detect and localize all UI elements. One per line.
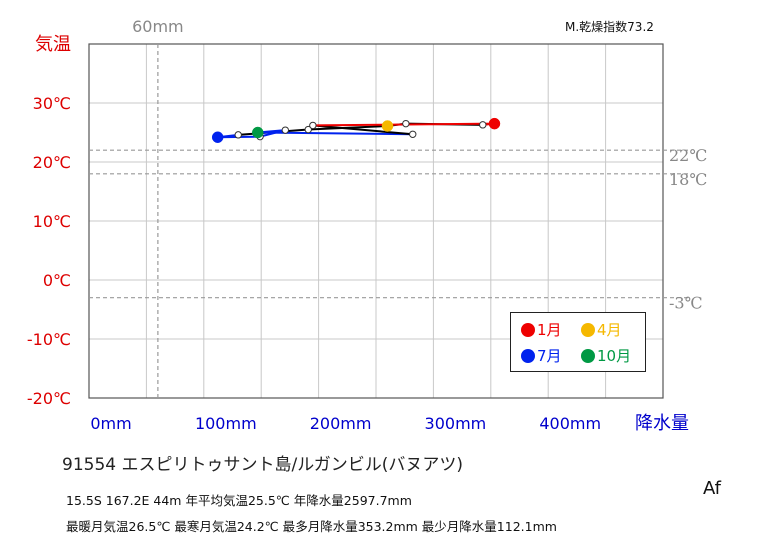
station-stats-2: 最暖月気温26.5℃ 最寒月気温24.2℃ 最多月降水量353.2mm 最少月降… — [66, 519, 557, 534]
x-tick-label: 200mm — [310, 414, 372, 433]
legend-swatch — [521, 349, 535, 363]
dryness-index: M.乾燥指数73.2 — [565, 20, 654, 34]
month-point — [281, 126, 290, 134]
highlight-point — [381, 120, 394, 132]
x-tick-label: 400mm — [539, 414, 601, 433]
x-tick-label: 300mm — [425, 414, 487, 433]
legend-item-jul: 7月 — [521, 345, 562, 366]
legend-item-jan: 1月 — [521, 319, 562, 340]
month-point — [479, 121, 487, 129]
legend-label: 10月 — [597, 347, 632, 365]
x-axis-title: 降水量 — [635, 413, 689, 434]
climate-class: Af — [703, 478, 722, 499]
highlight-point — [211, 131, 224, 143]
legend-label: 7月 — [537, 347, 562, 365]
y-tick-label: 0℃ — [43, 271, 71, 290]
y-axis-title: 気温 — [35, 34, 71, 55]
reference-label-y: 18℃ — [669, 170, 707, 189]
y-tick-label: 10℃ — [33, 212, 71, 231]
legend-item-oct: 10月 — [581, 345, 631, 366]
month-point — [409, 130, 417, 138]
reference-label-y: 22℃ — [669, 146, 707, 165]
reference-label-y: -3℃ — [669, 294, 702, 313]
y-tick-label: -20℃ — [27, 389, 71, 408]
reference-label-x: 60mm — [132, 17, 184, 36]
y-tick-label: 20℃ — [33, 153, 71, 172]
legend-label: 1月 — [537, 321, 562, 339]
x-tick-label: 100mm — [195, 414, 257, 433]
legend-swatch — [521, 323, 535, 337]
station-stats-1: 15.5S 167.2E 44m 年平均気温25.5℃ 年降水量2597.7mm — [66, 493, 412, 508]
y-tick-label: -10℃ — [27, 330, 71, 349]
month-point — [234, 131, 242, 139]
highlight-point — [488, 117, 501, 130]
month-point — [309, 121, 317, 130]
legend: 1月 4月 7月 10月 — [510, 312, 646, 372]
y-tick-label: 30℃ — [33, 94, 71, 113]
highlight-point — [252, 126, 264, 139]
legend-label: 4月 — [597, 321, 622, 339]
x-tick-label: 0mm — [90, 414, 131, 433]
legend-swatch — [581, 323, 595, 337]
month-point — [304, 125, 312, 134]
month-segment — [312, 124, 413, 136]
month-point — [402, 119, 410, 128]
legend-swatch — [581, 349, 595, 363]
station-title: 91554 エスピリトゥサント島/ルガンビル(バヌアツ) — [62, 455, 463, 475]
plot-frame — [88, 43, 664, 399]
legend-item-apr: 4月 — [581, 319, 622, 340]
